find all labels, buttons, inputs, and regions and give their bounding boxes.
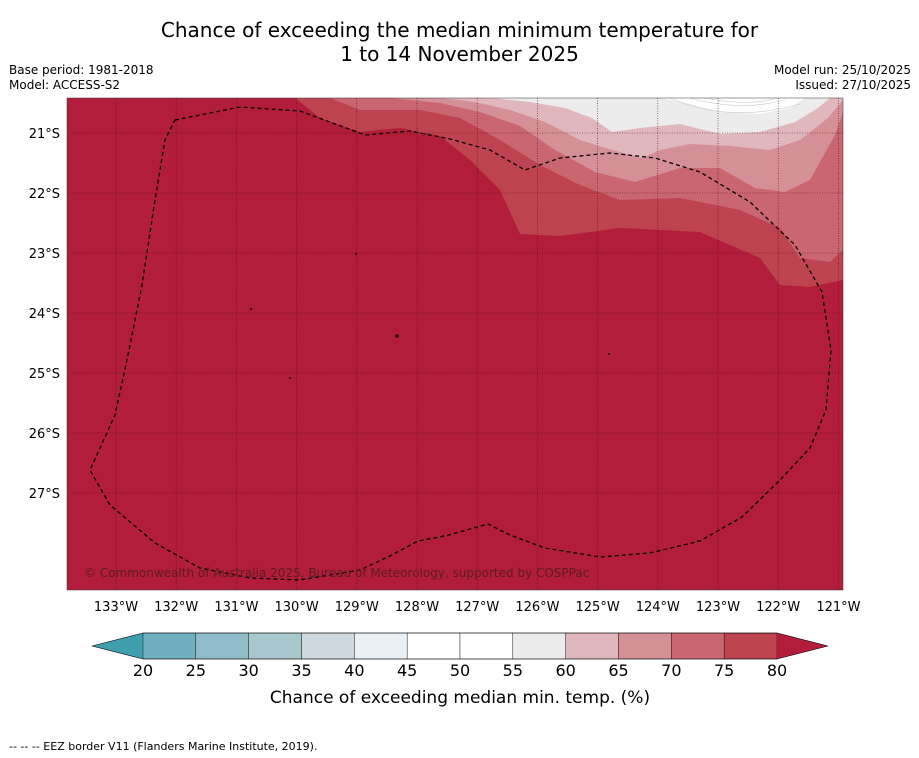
colorbar-tick-label: 30 — [238, 661, 258, 680]
longitude-label: 124°W — [636, 600, 680, 615]
latitude-label: 27°S — [29, 487, 60, 502]
colorbar-box — [671, 632, 725, 660]
model-run: Model run: 25/10/2025 — [773, 63, 911, 77]
island — [289, 377, 291, 379]
island — [355, 253, 357, 255]
colorbar-tick-label: 20 — [133, 661, 153, 680]
colorbar: 20 25 30 35 40 45 50 55 60 65 70 75 80 Chance of exc… — [91, 632, 829, 708]
longitude-label: 129°W — [335, 600, 379, 615]
colorbar-box — [406, 632, 461, 660]
island — [395, 334, 399, 338]
map-frame — [66, 97, 844, 591]
colorbar-tick-label: 35 — [291, 661, 311, 680]
colorbar-box — [248, 632, 302, 660]
meta-left: Base period: 1981-2018 Model: ACCESS-S2 — [9, 63, 154, 93]
graticule — [67, 98, 843, 590]
islands — [250, 253, 699, 542]
island — [442, 535, 444, 537]
latitude-labels: 21°S 22°S 23°S 24°S 25°S 26°S 27°S — [29, 127, 60, 502]
longitude-label: 128°W — [395, 600, 439, 615]
island — [250, 308, 252, 310]
latitude-label: 22°S — [29, 187, 60, 202]
white-contours — [669, 98, 801, 113]
colorbar-box — [354, 632, 408, 660]
longitude-label: 130°W — [275, 600, 319, 615]
longitude-label: 122°W — [756, 600, 800, 615]
colorbar-boxes — [142, 632, 778, 660]
colorbar-tick-label: 60 — [555, 661, 575, 680]
latitude-label: 21°S — [29, 127, 60, 142]
title-line-1: Chance of exceeding the median minimum t… — [160, 18, 759, 42]
colorbar-tick-label: 40 — [344, 661, 364, 680]
map-panel: © Commonwealth of Australia 2025, Bureau… — [67, 98, 843, 590]
colorbar-tick-label: 70 — [661, 661, 681, 680]
longitude-label: 132°W — [154, 600, 198, 615]
longitude-label: 121°W — [816, 600, 860, 615]
map-title: Chance of exceeding the median minimum t… — [0, 18, 919, 66]
title-line-2: 1 to 14 November 2025 — [340, 42, 579, 66]
colorbar-box — [723, 632, 778, 660]
colorbar-tick-label: 80 — [767, 661, 787, 680]
latitude-label: 26°S — [29, 427, 60, 442]
longitude-labels: 133°W 132°W 131°W 130°W 129°W 128°W 127°W 126°W… — [94, 600, 861, 615]
latitude-label: 24°S — [29, 307, 60, 322]
colorbar-tick-label: 25 — [186, 661, 206, 680]
copyright-text: © Commonwealth of Australia 2025, Bureau… — [84, 566, 589, 580]
colorbar-outline — [91, 632, 829, 660]
latitude-label: 23°S — [29, 247, 60, 262]
island — [697, 540, 699, 542]
issued-date: Issued: 27/10/2025 — [795, 78, 911, 92]
colorbar-box — [301, 632, 355, 660]
colorbar-box — [195, 632, 249, 660]
colorbar-tick-label: 50 — [450, 661, 470, 680]
longitude-label: 123°W — [696, 600, 740, 615]
longitude-label: 131°W — [214, 600, 258, 615]
band-45-55 — [660, 98, 805, 114]
colorbar-under-arrow — [92, 633, 143, 659]
colorbar-box — [142, 632, 197, 660]
colorbar-tick-label: 65 — [608, 661, 628, 680]
colorbar-box — [618, 632, 672, 660]
latitude-label: 25°S — [29, 367, 60, 382]
colorbar-box — [459, 632, 514, 660]
island — [608, 353, 610, 355]
colorbar-label: Chance of exceeding median min. temp. (%… — [270, 688, 650, 708]
colorbar-box — [512, 632, 566, 660]
longitude-label: 127°W — [455, 600, 499, 615]
colorbar-tick-label: 55 — [503, 661, 523, 680]
longitude-label: 125°W — [576, 600, 620, 615]
longitude-label: 133°W — [94, 600, 138, 615]
colorbar-tick-label: 45 — [397, 661, 417, 680]
base-period: Base period: 1981-2018 — [9, 63, 154, 77]
eez-legend-note: -- -- -- EEZ border V11 (Flanders Marine… — [9, 740, 318, 753]
colorbar-over-arrow — [777, 633, 828, 659]
meta-right: Model run: 25/10/2025 Issued: 27/10/2025 — [774, 63, 911, 93]
model-name: Model: ACCESS-S2 — [9, 78, 121, 92]
longitude-label: 126°W — [515, 600, 559, 615]
colorbar-box — [565, 632, 619, 660]
colorbar-ticks: 20 25 30 35 40 45 50 55 60 65 70 75 80 — [133, 661, 787, 680]
colorbar-tick-label: 75 — [714, 661, 734, 680]
